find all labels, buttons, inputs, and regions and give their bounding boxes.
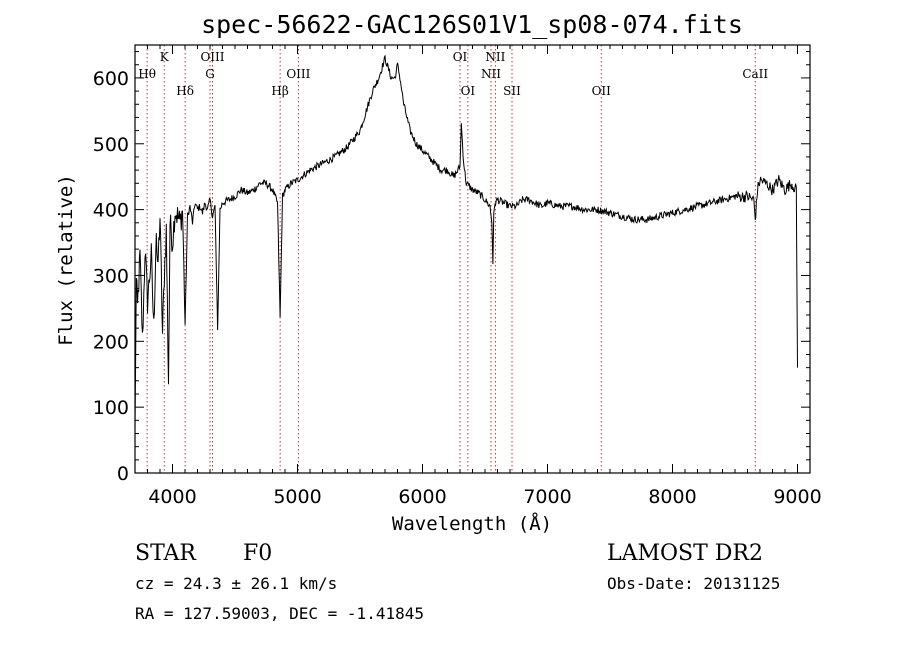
x-axis: 4000 5000 6000 7000 8000 9000	[147, 45, 822, 508]
marker-label-6: OIII	[286, 67, 310, 81]
y-tick-label: 600	[93, 68, 129, 90]
y-tick-label: 400	[93, 200, 129, 222]
y-axis-label: Flux (relative)	[55, 174, 77, 346]
coordinates-info: RA = 127.59003, DEC = -1.41845	[135, 604, 424, 623]
chart-title: spec-56622-GAC126S01V1_sp08-074.fits	[201, 10, 743, 39]
x-tick-label: 6000	[398, 486, 446, 508]
marker-label-3: OIII	[200, 50, 224, 64]
y-tick-label: 500	[93, 134, 129, 156]
marker-label-1: K	[160, 50, 170, 64]
x-tick-label: 7000	[523, 486, 571, 508]
object-class: STAR	[135, 541, 197, 566]
marker-label-8: OI	[461, 84, 476, 98]
marker-label-7: OI	[453, 50, 468, 64]
y-tick-label: 200	[93, 331, 129, 353]
x-axis-label: Wavelength (Å)	[392, 512, 552, 535]
observation-date: Obs-Date: 20131125	[607, 574, 780, 593]
marker-label-4: G	[205, 67, 215, 81]
x-tick-label: 8000	[648, 486, 696, 508]
plot-area	[134, 54, 798, 429]
redshift-info: cz = 24.3 ± 26.1 km/s	[135, 574, 337, 593]
marker-label-9: NII	[485, 50, 505, 64]
spectrum-line	[134, 54, 798, 429]
y-axis: 0 100 200 300 400 500 600	[93, 51, 810, 485]
marker-label-10: NII	[481, 67, 501, 81]
marker-label-0: Hθ	[138, 67, 156, 81]
marker-label-13: CaII	[742, 67, 768, 81]
marker-label-12: OII	[592, 84, 612, 98]
x-tick-label: 5000	[273, 486, 321, 508]
x-tick-label: 4000	[148, 486, 196, 508]
object-subclass: F0	[243, 541, 272, 566]
y-tick-label: 300	[93, 265, 129, 287]
survey-label: LAMOST DR2	[607, 541, 763, 566]
x-tick-label: 9000	[773, 486, 821, 508]
marker-label-11: SII	[503, 84, 521, 98]
y-tick-label: 0	[117, 463, 129, 485]
marker-label-2: Hδ	[176, 84, 194, 98]
marker-label-5: Hβ	[271, 84, 288, 98]
y-tick-label: 100	[93, 397, 129, 419]
